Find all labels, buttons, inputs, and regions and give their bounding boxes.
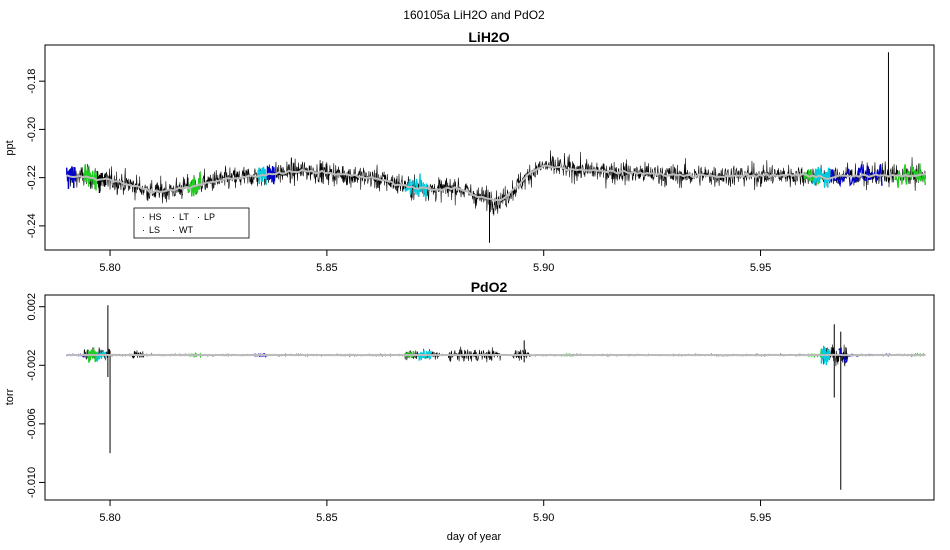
y-tick-label: 0.002 (26, 293, 38, 321)
legend-label-wt: WT (179, 225, 193, 235)
y-axis-lih2o: -0.24 -0.22 -0.20 -0.18 (26, 69, 45, 238)
plot-area-lih2o (65, 52, 927, 243)
legend-marker-lp: · (197, 212, 200, 222)
series-trace-lih2o (66, 150, 926, 216)
x-tick-label: 5.85 (316, 512, 337, 524)
panel-title-pdo2: PdO2 (471, 279, 508, 295)
plot-frame-lih2o (44, 44, 935, 251)
legend-label-ls: LS (149, 225, 160, 235)
series-segment-lt (811, 166, 831, 188)
series-segment-lt (820, 346, 831, 366)
legend: · HS · LT · LP · LS · WT (133, 207, 250, 239)
y-axis-pdo2: -0.010 -0.006 -0.002 0.002 (26, 293, 45, 498)
y-axis-label-pdo2: torr (4, 388, 16, 405)
legend-box (133, 207, 250, 239)
series-segment-hs (96, 171, 107, 193)
legend-label-hs: HS (149, 212, 162, 222)
panel-title-lih2o: LiH2O (468, 29, 509, 45)
y-tick-label: -0.010 (26, 467, 38, 498)
legend-marker-ls: · (142, 225, 145, 235)
plot-frame-pdo2 (44, 294, 935, 501)
x-tick-label: 5.80 (99, 512, 120, 524)
series-segment-lp (825, 164, 883, 188)
legend-label-lp: LP (204, 212, 215, 222)
plot-area-pdo2 (66, 305, 926, 490)
y-tick-label: -0.002 (26, 350, 38, 381)
x-axis-pdo2: 5.80 5.85 5.90 5.95 (99, 500, 771, 524)
figure-suptitle: 160105a LiH2O and PdO2 (403, 8, 545, 22)
x-tick-label: 5.85 (316, 262, 337, 274)
x-tick-label: 5.95 (750, 262, 771, 274)
legend-marker-lt: · (172, 212, 175, 222)
x-tick-label: 5.95 (750, 512, 771, 524)
legend-label-lt: LT (179, 212, 189, 222)
panel-lih2o: LiH2O ppt 5.80 5.85 5.90 5.95 -0.24-0.22-0.… (4, 29, 935, 274)
legend-marker-hs: · (142, 212, 145, 222)
series-smoothed-lih2o (66, 164, 926, 202)
legend-marker-wt: · (172, 225, 175, 235)
y-axis-label-lih2o: ppt (4, 140, 16, 155)
y-tick-label: -0.22 (26, 165, 38, 190)
x-tick-label: 5.90 (533, 262, 554, 274)
y-tick-label: -0.24 (26, 213, 38, 238)
x-tick-label: 5.90 (533, 512, 554, 524)
x-axis-lih2o: 5.80 5.85 5.90 5.95 (99, 250, 771, 274)
y-tick-label: -0.18 (26, 69, 38, 94)
y-tick-label: -0.006 (26, 408, 38, 439)
y-tick-label: -0.20 (26, 117, 38, 142)
panel-pdo2: PdO2 torr 5.80 5.85 5.90 5.95 -0.010-0.006-… (4, 279, 935, 524)
x-axis-label: day of year (447, 531, 502, 543)
x-tick-label: 5.80 (99, 262, 120, 274)
